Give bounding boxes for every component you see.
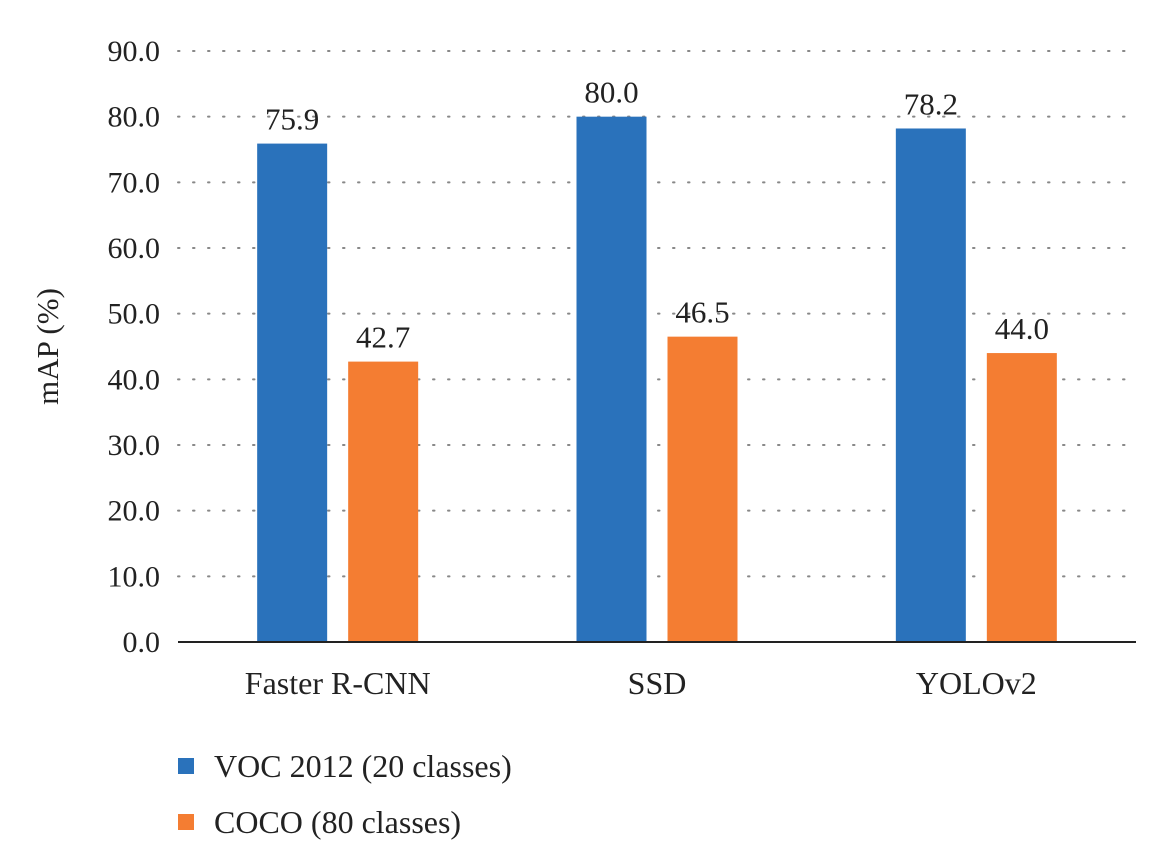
data-label: 46.5 — [675, 295, 729, 330]
x-tick-label: SSD — [628, 665, 687, 701]
y-tick-label: 60.0 — [108, 232, 161, 265]
bar-coco-2 — [986, 353, 1057, 642]
bar-voc-1 — [576, 116, 647, 642]
data-label: 42.7 — [356, 320, 410, 355]
bar-coco-1 — [667, 336, 738, 642]
x-tick-label: YOLOv2 — [916, 665, 1037, 701]
y-axis-label: mAP (%) — [30, 288, 65, 405]
bar-voc-0 — [257, 143, 328, 642]
x-tick-label: Faster R-CNN — [245, 665, 431, 701]
data-label: 78.2 — [904, 86, 958, 121]
y-tick-label: 0.0 — [123, 626, 161, 659]
data-label: 80.0 — [584, 75, 638, 110]
y-tick-label: 30.0 — [108, 429, 161, 462]
bar-coco-0 — [348, 361, 419, 642]
gridlines — [177, 50, 1137, 578]
legend-swatch — [178, 814, 194, 830]
legend-label: VOC 2012 (20 classes) — [214, 748, 512, 784]
y-tick-label: 10.0 — [108, 560, 161, 593]
bars — [257, 116, 1057, 642]
bar-voc-2 — [895, 128, 966, 642]
legend-label: COCO (80 classes) — [214, 804, 461, 840]
y-tick-label: 20.0 — [108, 495, 161, 528]
y-tick-label: 80.0 — [108, 101, 161, 134]
y-tick-label: 50.0 — [108, 298, 161, 331]
y-tick-label: 90.0 — [108, 35, 161, 68]
x-axis-ticks: Faster R-CNN SSD YOLOv2 — [245, 665, 1037, 701]
y-axis-ticks: 0.0 10.0 20.0 30.0 40.0 50.0 60.0 70.0 80.0 90.0 — [108, 35, 161, 659]
y-tick-label: 70.0 — [108, 166, 161, 199]
y-tick-label: 40.0 — [108, 363, 161, 396]
data-label: 75.9 — [265, 102, 319, 137]
data-label: 44.0 — [995, 311, 1049, 346]
legend: VOC 2012 (20 classes) COCO (80 classes) — [178, 748, 512, 840]
legend-swatch — [178, 758, 194, 774]
data-labels: 75.9 42.7 80.0 46.5 78.2 44.0 — [265, 75, 1049, 355]
